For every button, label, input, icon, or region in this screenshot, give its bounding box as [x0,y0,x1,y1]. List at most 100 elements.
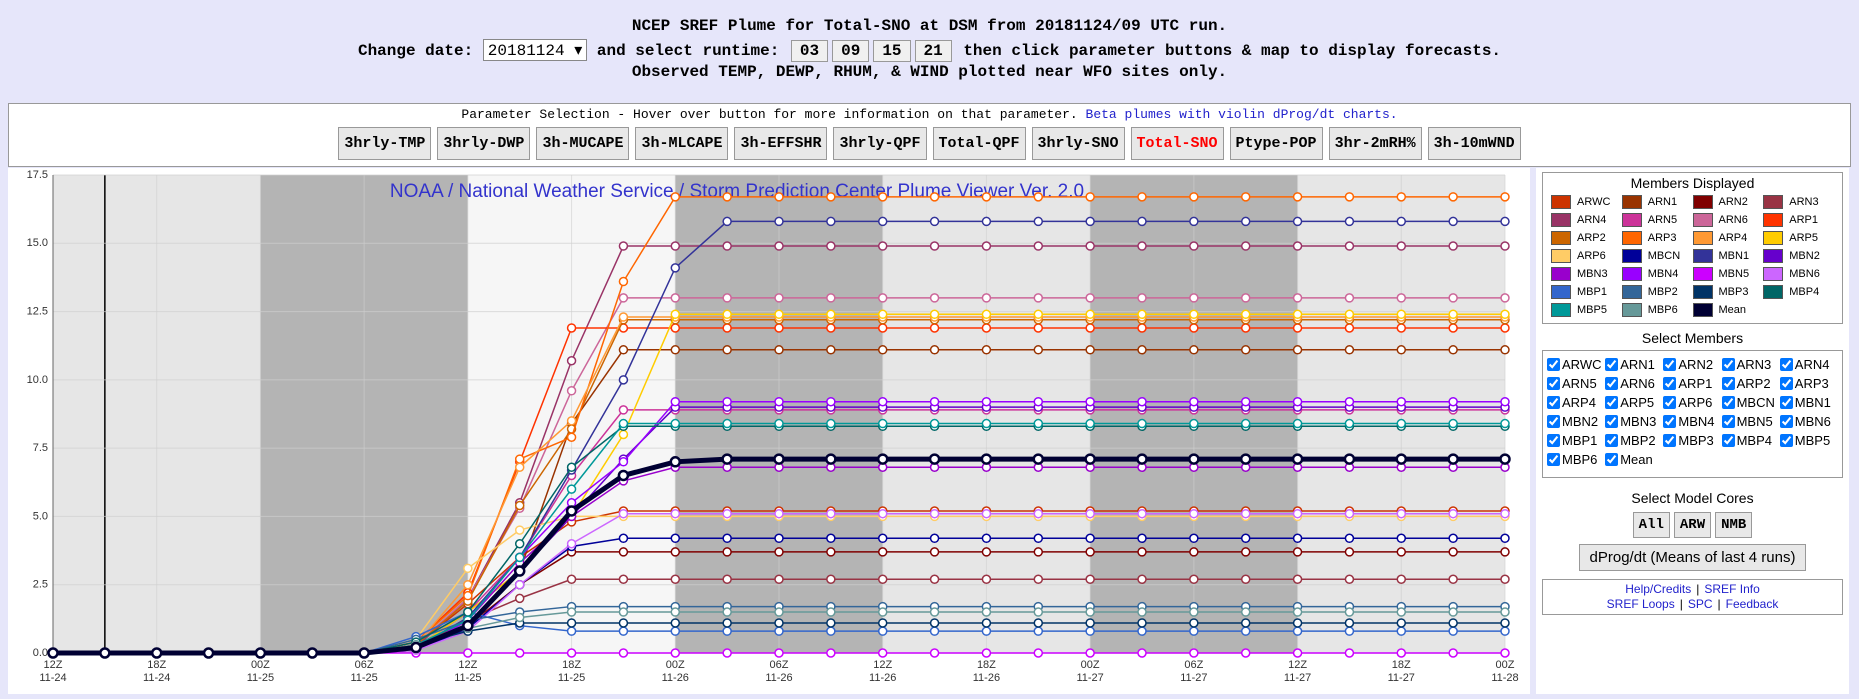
x-tick-label: 11-25 [454,672,481,684]
param-button[interactable]: 3hrly-TMP [338,127,432,160]
data-point [1032,453,1045,465]
data-point [1292,192,1303,202]
x-tick-label: 11-25 [558,672,585,684]
data-point [1396,418,1407,429]
core-button[interactable]: NMB [1715,512,1753,538]
checkbox[interactable] [1779,396,1793,409]
link[interactable]: SPC [1687,597,1713,611]
checkbox[interactable] [1779,377,1793,390]
param-button[interactable]: 3h-MLCAPE [635,127,729,160]
legend-item: MBP6 [1621,303,1693,317]
data-point [670,309,681,320]
data-point [1137,345,1147,355]
date-select[interactable]: 20181124 ▾ [482,39,588,61]
member-check: ARP4 [1547,395,1605,410]
checkbox[interactable] [1663,377,1677,390]
beta-link[interactable]: Beta plumes with violin dProg/dt charts. [1085,107,1398,122]
data-point [618,607,629,617]
legend-item: MBN2 [1763,249,1834,263]
data-point [202,647,215,659]
data-point [1292,618,1303,628]
member-label: MBP1 [1562,433,1598,448]
data-point [463,579,473,590]
x-tick-label: 11-25 [247,672,274,684]
link[interactable]: Feedback [1725,597,1779,611]
param-button[interactable]: 3hrly-QPF [833,127,927,160]
legend-label: MBP4 [1789,286,1820,298]
link[interactable]: SREF Loops [1606,597,1675,611]
data-point [1189,216,1199,227]
x-tick-label: 06Z [770,659,789,671]
param-button[interactable]: Total-SNO [1130,127,1224,160]
param-button[interactable]: Ptype-POP [1229,127,1323,160]
data-point [1292,418,1303,429]
legend-label: ARP1 [1789,214,1818,226]
data-point [929,648,940,658]
checkbox[interactable] [1547,396,1560,409]
data-point [670,323,681,333]
data-point [981,396,992,407]
checkbox[interactable] [1605,434,1619,447]
checkbox[interactable] [1663,358,1677,371]
checkbox[interactable] [1547,453,1560,466]
checkbox[interactable] [1721,434,1735,447]
legend-swatch [1621,231,1642,245]
checkbox[interactable] [1605,415,1619,428]
data-point [1500,345,1510,355]
link[interactable]: SREF Info [1704,582,1760,596]
checkbox[interactable] [1547,377,1560,390]
checkbox[interactable] [1721,377,1735,390]
data-point [669,456,682,468]
data-point [618,626,629,636]
checkbox[interactable] [1779,358,1793,371]
checkbox[interactable] [1779,415,1793,428]
dprog-button[interactable]: dProg/dt (Means of last 4 runs) [1578,544,1807,571]
runtime-button[interactable]: 03 [790,40,829,62]
data-point [929,396,940,407]
member-label: ARP6 [1678,395,1713,410]
data-point [1189,293,1199,303]
data-point [877,648,888,658]
link[interactable]: Help/Credits [1625,582,1692,596]
runtime-button[interactable]: 15 [873,40,911,62]
data-point [1033,241,1044,251]
checkbox[interactable] [1605,396,1619,409]
data-point [1033,533,1044,544]
data-point [618,508,629,519]
checkbox[interactable] [1547,358,1560,371]
data-point [618,375,629,385]
param-button[interactable]: 3hrly-DWP [437,127,531,160]
core-button[interactable]: ARW [1673,512,1712,538]
checkbox[interactable] [1721,396,1735,409]
runtime-button[interactable]: 09 [832,40,870,62]
runtime-button[interactable]: 21 [914,40,952,62]
data-point [826,418,836,429]
checkbox[interactable] [1721,358,1735,371]
data-point [1189,618,1199,628]
checkbox[interactable] [1663,396,1677,409]
param-button[interactable]: 3h-EFFSHR [734,127,828,160]
data-point [1189,396,1199,407]
checkbox[interactable] [1605,358,1619,371]
param-button[interactable]: 3hrly-SNO [1031,127,1125,160]
param-button[interactable]: 3h-MUCAPE [536,127,630,160]
data-point [513,565,526,577]
data-point [1033,309,1044,320]
checkbox[interactable] [1605,453,1619,466]
data-point [1137,618,1147,628]
data-point [877,607,888,617]
checkbox[interactable] [1605,377,1619,390]
checkbox[interactable] [1721,415,1735,428]
checkbox[interactable] [1547,415,1560,428]
legend-item: ARN4 [1551,213,1622,227]
checkbox[interactable] [1547,434,1560,447]
checkbox[interactable] [1779,434,1793,447]
data-point [722,192,732,202]
param-button[interactable]: 3h-10mWND [1427,127,1521,160]
param-button[interactable]: 3hr-2mRH% [1328,127,1422,160]
core-button[interactable]: All [1632,512,1670,538]
param-button[interactable]: Total-QPF [932,127,1026,160]
data-point [1240,508,1251,519]
checkbox[interactable] [1663,434,1677,447]
checkbox[interactable] [1663,415,1677,428]
